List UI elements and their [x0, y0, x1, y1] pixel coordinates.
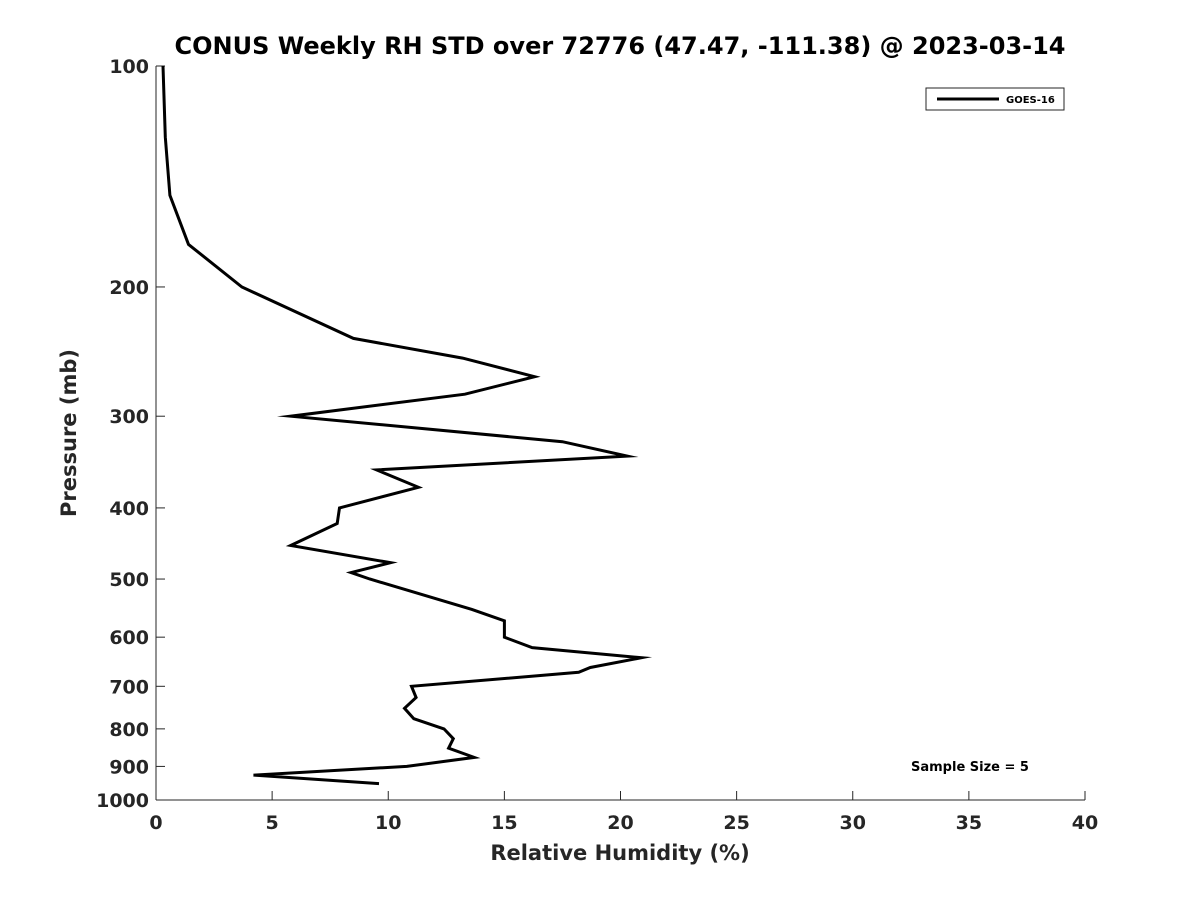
y-tick-label: 300 [109, 406, 149, 428]
x-tick-label: 10 [375, 812, 401, 834]
y-tick-label: 100 [109, 56, 149, 78]
series-layer [161, 65, 653, 786]
ticks: 0 5 10 15 20 25 30 35 40 100 200 300 400 500 600 700 800… [96, 56, 1098, 834]
x-tick-label: 0 [149, 812, 162, 834]
y-axis-label: Pressure (mb) [57, 349, 81, 517]
sample-size-annotation: Sample Size = 5 [911, 760, 1029, 775]
y-tick-label: 600 [109, 627, 149, 649]
y-tick-label: 900 [109, 756, 149, 778]
plot-area [156, 66, 1085, 800]
legend: GOES-16 [925, 87, 1065, 111]
legend-label-goes-16: GOES-16 [1006, 95, 1055, 106]
x-tick-label: 20 [607, 812, 633, 834]
y-tick-label: 400 [109, 498, 149, 520]
x-tick-label: 5 [266, 812, 279, 834]
y-tick-label: 200 [109, 277, 149, 299]
chart-title: CONUS Weekly RH STD over 72776 (47.47, -… [174, 32, 1065, 60]
x-tick-label: 40 [1072, 812, 1098, 834]
y-tick-label: 800 [109, 719, 149, 741]
series-line-goes-16 [161, 65, 653, 786]
x-axis-label: Relative Humidity (%) [490, 841, 749, 865]
x-tick-label: 15 [491, 812, 517, 834]
x-tick-label: 25 [723, 812, 749, 834]
y-tick-label: 1000 [96, 790, 149, 812]
x-tick-label: 35 [956, 812, 982, 834]
x-tick-label: 30 [840, 812, 866, 834]
y-tick-label: 500 [109, 569, 149, 591]
y-tick-label: 700 [109, 676, 149, 698]
